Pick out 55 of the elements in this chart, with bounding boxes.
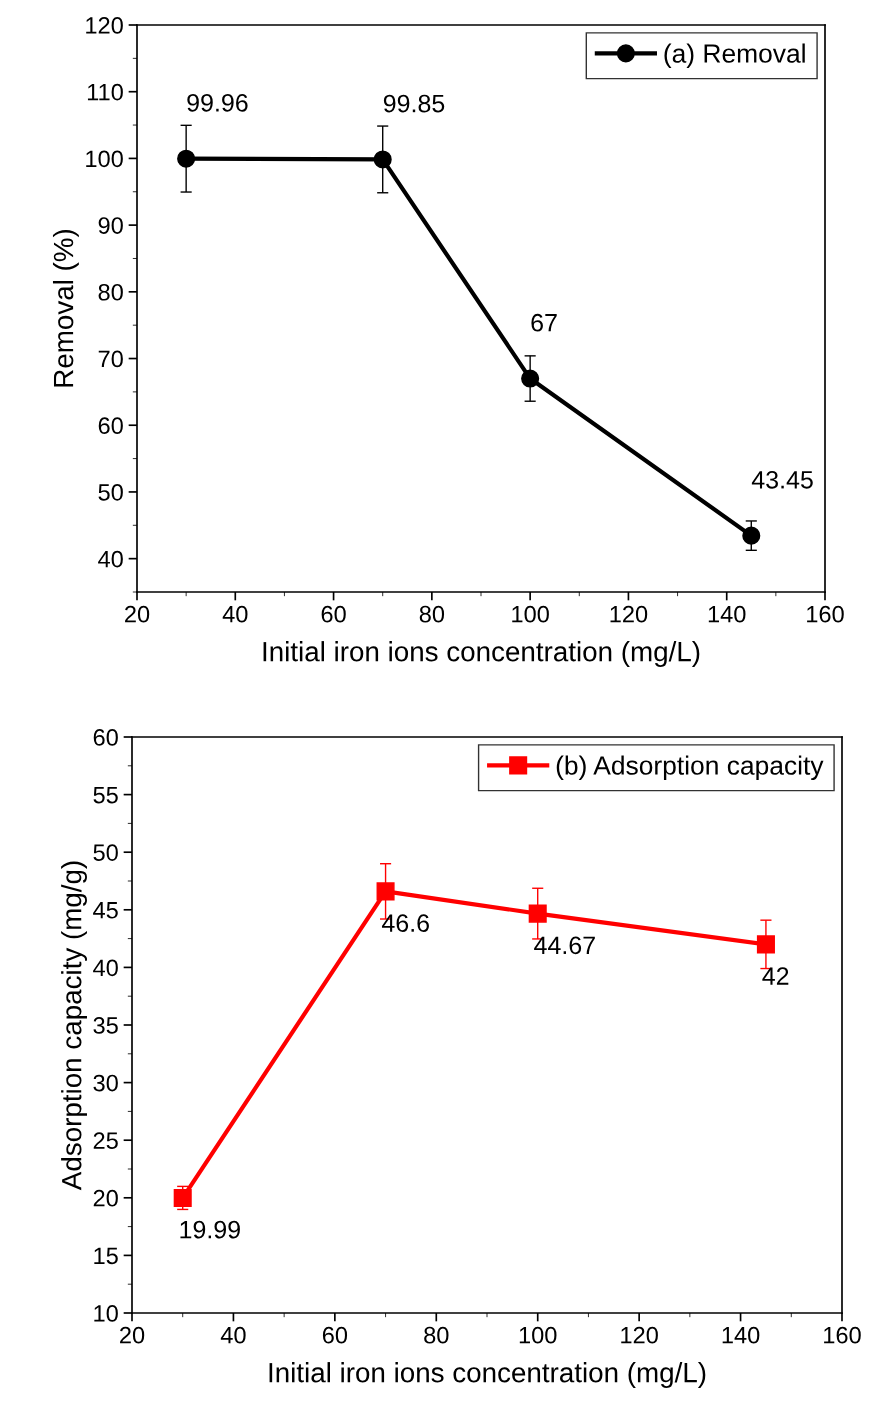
- x-tick-label: 60: [321, 605, 346, 623]
- y-tick-label: 15: [94, 1247, 118, 1265]
- x-tick-label: 80: [424, 1326, 449, 1344]
- data-label: 46.6: [381, 914, 429, 932]
- x-tick-label: 140: [722, 1326, 760, 1344]
- y-tick-label: 60: [93, 729, 118, 746]
- x-tick-label: 140: [708, 605, 746, 623]
- data-label: 99.96: [187, 94, 248, 112]
- data-label: 43.45: [751, 470, 813, 489]
- point: [528, 904, 547, 923]
- y-tick-label: 25: [93, 1132, 118, 1149]
- x-tick-label: 160: [807, 605, 844, 623]
- data-label: 42: [762, 967, 789, 985]
- data-label: 19.99: [180, 1220, 240, 1239]
- x-tick-label: 40: [220, 1326, 246, 1344]
- y-tick-label: 50: [93, 844, 118, 861]
- x-tick-label: 160: [824, 1326, 861, 1344]
- x-tick-label: 20: [120, 1326, 145, 1344]
- x-tick-label: 20: [125, 605, 150, 623]
- y-tick-label: 20: [93, 1189, 118, 1207]
- y-tick-label: 60: [98, 417, 123, 435]
- y-tick-label: 35: [93, 1017, 118, 1034]
- y-tick-label: 50: [98, 484, 123, 501]
- y-tick-label: 45: [93, 902, 118, 919]
- data-label: 67: [531, 313, 557, 332]
- x-tick-label: 100: [512, 605, 549, 623]
- legend-label: (a) Removal: [664, 43, 805, 69]
- point: [376, 882, 395, 901]
- y-tick-label: 110: [87, 83, 123, 101]
- legend-label: (b) Adsorption capacity: [556, 755, 824, 781]
- y-axis-title: Adsorption capacity (mg/g): [61, 861, 87, 1191]
- x-tick-label: 60: [322, 1326, 348, 1344]
- x-tick-label: 80: [419, 605, 445, 623]
- point: [173, 1188, 192, 1207]
- point: [742, 526, 761, 545]
- y-axis-title: Removal (%): [52, 229, 79, 387]
- y-tick-label: 70: [98, 350, 123, 368]
- y-tick-label: 90: [98, 217, 123, 234]
- x-tick-label: 120: [610, 605, 648, 623]
- x-tick-label: 100: [519, 1326, 557, 1344]
- y-tick-label: 30: [93, 1074, 118, 1092]
- x-axis-title: Initial iron ions concentration (mg/L): [263, 641, 700, 667]
- y-tick-label: 120: [86, 17, 123, 34]
- y-tick-label: 80: [98, 283, 123, 301]
- data-label: 44.67: [534, 936, 595, 955]
- y-tick-label: 40: [93, 959, 118, 977]
- x-tick-label: 120: [621, 1326, 658, 1344]
- y-tick-label: 40: [98, 550, 123, 568]
- x-axis-title: Initial iron ions concentration (mg/L): [269, 1362, 706, 1388]
- point: [373, 150, 392, 169]
- y-tick-label: 100: [86, 150, 123, 168]
- x-tick-label: 40: [222, 605, 248, 623]
- y-tick-label: 55: [93, 786, 118, 804]
- y-tick-label: 10: [94, 1305, 118, 1322]
- data-label: 99.85: [383, 94, 445, 113]
